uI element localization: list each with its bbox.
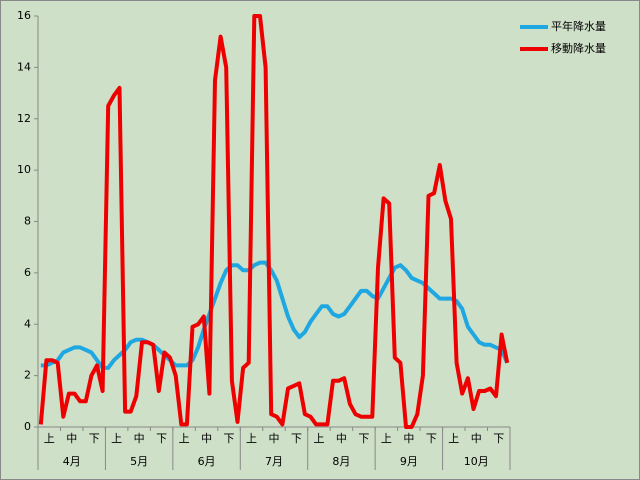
legend-label: 移動降水量: [551, 41, 606, 55]
x-tick-label: 上: [246, 432, 257, 445]
group-label: 9月: [400, 455, 418, 468]
y-tick-label: 10: [17, 163, 31, 176]
x-tick-label: 上: [44, 432, 55, 445]
x-tick-label: 下: [156, 432, 167, 445]
x-tick-label: 中: [336, 432, 347, 445]
group-label: 7月: [265, 455, 283, 468]
x-tick-label: 下: [493, 432, 504, 445]
group-label: 8月: [332, 455, 350, 468]
y-tick-label: 2: [24, 369, 31, 382]
x-tick-label: 上: [448, 432, 459, 445]
group-label: 4月: [63, 455, 81, 468]
x-tick-label: 中: [471, 432, 482, 445]
y-tick-label: 4: [24, 317, 31, 330]
x-tick-label: 上: [381, 432, 392, 445]
x-tick-label: 下: [358, 432, 369, 445]
series-line: [38, 14, 510, 429]
y-tick-label: 8: [24, 215, 31, 228]
x-tick-label: 上: [111, 432, 122, 445]
x-tick-label: 下: [224, 432, 235, 445]
x-tick-label: 下: [291, 432, 302, 445]
x-tick-label: 中: [201, 432, 212, 445]
y-tick-label: 14: [17, 60, 31, 73]
x-tick-label: 上: [313, 432, 324, 445]
x-tick-label: 上: [179, 432, 190, 445]
y-tick-label: 16: [17, 9, 31, 22]
series-line: [40, 260, 510, 370]
group-label: 6月: [198, 455, 216, 468]
x-tick-label: 下: [426, 432, 437, 445]
x-tick-label: 中: [269, 432, 280, 445]
x-tick-label: 下: [89, 432, 100, 445]
y-tick-label: 6: [24, 266, 31, 279]
group-label: 5月: [130, 455, 148, 468]
group-label: 10月: [464, 455, 489, 468]
legend-label: 平年降水量: [551, 19, 606, 33]
x-tick-label: 中: [403, 432, 414, 445]
y-tick-label: 0: [24, 420, 31, 433]
y-tick-label: 12: [17, 112, 31, 125]
x-tick-label: 中: [134, 432, 145, 445]
x-tick-label: 中: [66, 432, 77, 445]
